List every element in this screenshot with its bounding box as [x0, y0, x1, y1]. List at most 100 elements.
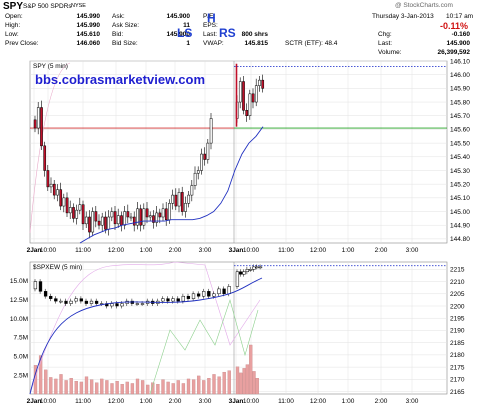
- price-ytick-label: 146.00: [450, 72, 470, 79]
- exchange: NYSE: [71, 3, 86, 9]
- volume-bar: [255, 378, 259, 395]
- breadth-xtick-label: 11:00: [75, 398, 91, 405]
- breadth-bar: [207, 291, 211, 297]
- price-ytick-label: 145.70: [450, 113, 470, 120]
- price-ytick-label: 146.10: [450, 58, 470, 65]
- quote-block-1: Open: 145.990 High: 145.990 Low: 145.610 Pr…: [5, 13, 100, 49]
- candle: [129, 216, 133, 219]
- price-xtick-label: 1:00: [140, 247, 153, 254]
- volume-bar: [191, 379, 196, 395]
- price-ytick-label: 145.00: [450, 209, 470, 216]
- indicator-trace-green: [149, 298, 259, 395]
- volume-bar: [54, 378, 58, 395]
- candle: [142, 208, 146, 226]
- breadth-bar: [248, 269, 253, 271]
- candle: [254, 85, 258, 103]
- volume-bar: [212, 374, 216, 395]
- candle: [91, 211, 95, 233]
- volume-bar: [151, 382, 155, 395]
- candle: [40, 107, 43, 147]
- quote-chg: Chg: -0.160: [378, 31, 470, 38]
- volume-ytick-label: 15.0M: [10, 278, 28, 285]
- breadth-bar: [64, 300, 68, 304]
- price-xtick-label: 2Jan: [27, 247, 42, 254]
- breadth-bar: [191, 293, 196, 299]
- volume-ytick-label: 2.5M: [14, 372, 28, 379]
- pattern-left-shoulder: LS: [177, 26, 193, 40]
- candle: [190, 185, 194, 196]
- volume-bar: [64, 380, 68, 395]
- volume-bar: [181, 383, 186, 395]
- volume-bar: [227, 370, 231, 395]
- price-ytick-label: 145.30: [450, 168, 470, 175]
- quote-eps: EPS:: [203, 22, 218, 29]
- candle: [258, 79, 261, 86]
- price-xtick-label: 1:00: [342, 247, 355, 254]
- change-pct: -0.11%: [440, 21, 469, 31]
- volume-bar: [217, 376, 221, 395]
- candle: [251, 93, 255, 103]
- breadth-xtick-label: 10:00: [243, 398, 260, 405]
- candle: [94, 211, 98, 222]
- price-ytick-label: 144.90: [450, 223, 470, 230]
- candle: [68, 207, 72, 214]
- volume-bar: [239, 372, 243, 395]
- volume-bar: [146, 384, 150, 395]
- quote-bid: Bid: 145.900: [112, 31, 190, 38]
- candle: [62, 197, 66, 207]
- candle: [49, 183, 53, 188]
- quote-pe: P/E:: [203, 13, 216, 20]
- volume-bar: [186, 378, 191, 395]
- candle: [52, 183, 56, 196]
- candle: [261, 79, 265, 89]
- breadth-ytick-label: 2175: [450, 364, 465, 371]
- breadth-xtick-label: 10:00: [40, 398, 57, 405]
- volume-bar: [115, 381, 119, 395]
- breadth-xtick-label: 1:00: [342, 398, 355, 405]
- candle: [56, 189, 59, 196]
- breadth-bar: [54, 298, 58, 302]
- candle: [164, 208, 168, 220]
- volume-ytick-label: 10.0M: [10, 316, 28, 323]
- breadth-xtick-label: 12:00: [108, 398, 125, 405]
- breadth-bar: [69, 300, 73, 304]
- breadth-xtick-label: 3Jan: [229, 398, 244, 405]
- candle: [177, 192, 181, 207]
- volume-bar: [120, 384, 124, 395]
- breadth-xtick-label: 12:00: [310, 398, 327, 405]
- breadth-bar: [115, 303, 119, 307]
- volume-ytick-label: 5.0M: [14, 354, 28, 361]
- candle: [100, 216, 104, 226]
- quote-vwap: VWAP: 145.815: [203, 40, 268, 47]
- candle: [187, 194, 191, 204]
- price-ytick-label: 145.40: [450, 154, 470, 161]
- breadth-bar: [140, 303, 145, 305]
- volume-bar: [156, 384, 160, 395]
- breadth-xtick-label: 1:00: [140, 398, 153, 405]
- breadth-xtick-label: 2Jan: [27, 398, 42, 405]
- volume-bar: [44, 369, 48, 395]
- breadth-ytick-label: 2200: [450, 303, 465, 310]
- volume-bar: [59, 374, 63, 395]
- candle: [155, 212, 159, 223]
- candle: [245, 110, 249, 116]
- candle: [88, 216, 91, 233]
- quote-date: Thursday 3-Jan-2013: [372, 13, 434, 20]
- candle: [242, 81, 245, 111]
- price-xtick-label: 10:00: [243, 247, 260, 254]
- breadth-ytick-label: 2215: [450, 267, 465, 274]
- security-name: S&P 500 SPDRs: [23, 3, 72, 10]
- price-ytick-label: 145.60: [450, 127, 470, 134]
- candle: [110, 211, 114, 218]
- breadth-bar: [161, 298, 165, 302]
- volume-bar: [197, 375, 201, 395]
- candle: [72, 207, 75, 219]
- candle: [196, 170, 200, 174]
- candle: [209, 118, 213, 144]
- candle: [174, 194, 178, 207]
- breadth-bar: [239, 271, 243, 275]
- volume-bar: [171, 383, 175, 395]
- breadth-ytick-label: 2170: [450, 377, 465, 384]
- volume-bar: [130, 383, 135, 395]
